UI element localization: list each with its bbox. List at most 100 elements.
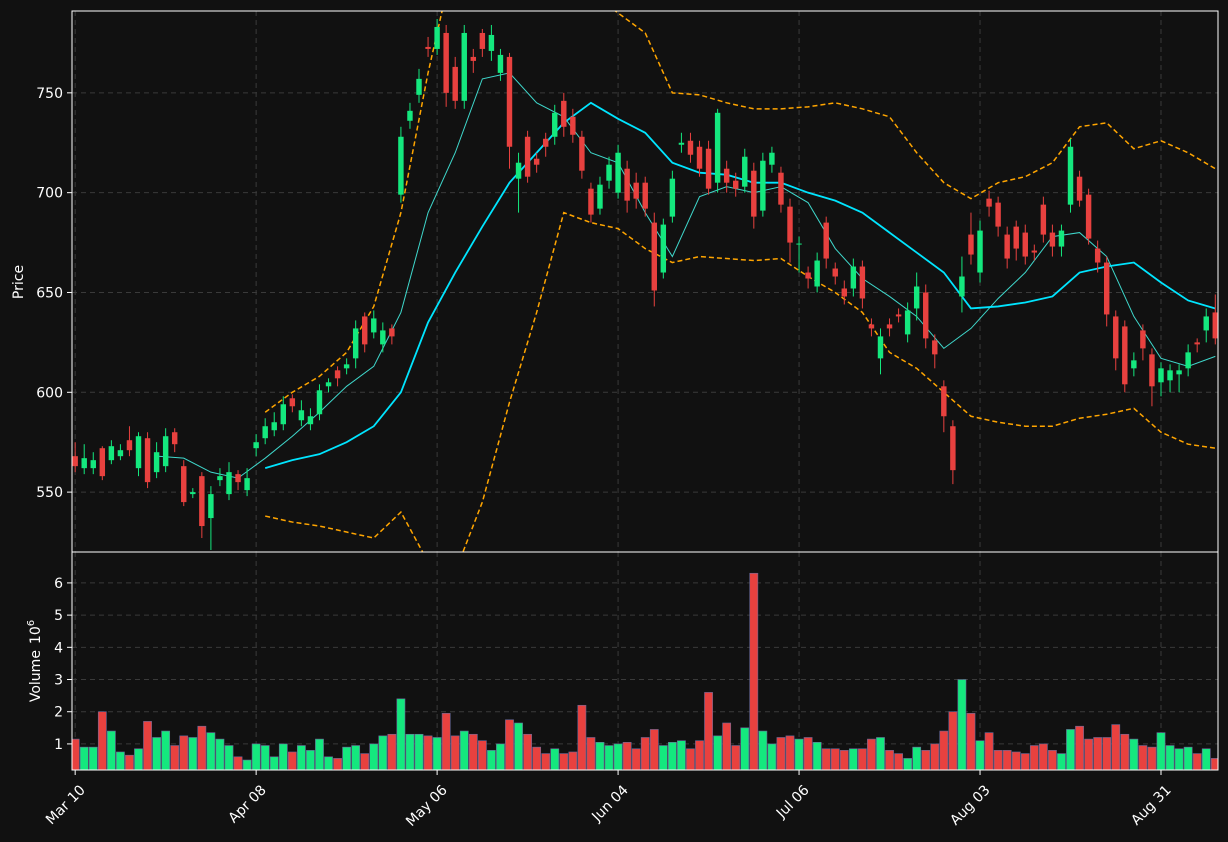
volume-bar (595, 742, 605, 770)
y-tick-label: 600 (36, 385, 63, 401)
volume-bar (1111, 724, 1121, 770)
volume-bar (170, 745, 180, 770)
volume-bar (1057, 753, 1066, 770)
candle-body (1067, 146, 1074, 205)
volume-bar (912, 746, 922, 770)
volume-bar (161, 730, 171, 770)
volume-bar (930, 743, 940, 770)
volume-bar (1138, 745, 1148, 770)
candle-body (352, 328, 359, 359)
candle-body (497, 54, 504, 73)
volume-bar (921, 750, 931, 770)
volume-bar (677, 740, 686, 770)
candle-body (1103, 262, 1110, 315)
candle-body (362, 316, 368, 345)
volume-bar (812, 742, 822, 770)
volume-bar (378, 735, 388, 770)
candle-body (371, 318, 377, 333)
volume-bar (876, 737, 885, 770)
volume-bar (106, 730, 116, 770)
volume-bar (668, 742, 677, 770)
volume-bar (559, 753, 569, 770)
volume-offset-exponent: 6 (26, 620, 37, 626)
volume-bar (152, 737, 161, 770)
candle-body (298, 410, 305, 421)
volume-bar (1084, 738, 1093, 770)
volume-bar (848, 748, 858, 770)
volume-bar (649, 729, 659, 770)
volume-layer (72, 572, 1218, 770)
candle-body (760, 160, 766, 211)
volume-bar (1156, 732, 1166, 770)
volume-bar (993, 750, 1003, 770)
volume-bar (369, 743, 379, 770)
volume-bar (966, 713, 976, 770)
candle-layer (72, 18, 1218, 551)
candle-body (1076, 176, 1083, 201)
volume-bar (306, 750, 315, 770)
volume-bar (197, 725, 207, 770)
volume-bar (224, 745, 234, 770)
volume-bar (215, 738, 225, 770)
volume-bar (613, 743, 623, 770)
volume-bar (269, 756, 279, 770)
volume-bar (658, 745, 668, 770)
volume-bar (134, 748, 143, 770)
volume-bar (188, 737, 198, 770)
candle-body (886, 324, 893, 329)
volume-bar (1192, 753, 1202, 770)
volume-bar (541, 753, 551, 770)
volume-bar (523, 733, 532, 770)
volume-bar (894, 753, 903, 770)
volume-tick-label: 2 (54, 705, 63, 721)
volume-bar (776, 737, 786, 770)
volume-bar (1066, 729, 1075, 770)
candle-body (271, 422, 277, 431)
candle-body (742, 156, 748, 187)
candle-body (1122, 326, 1128, 385)
volume-bar (975, 740, 985, 770)
candle-body (1140, 330, 1146, 349)
candle-body (461, 32, 467, 101)
price-axis-label: Price (11, 265, 27, 299)
volume-offset-base: 10 (28, 626, 44, 644)
volume-bar (143, 721, 152, 770)
candle-body (235, 474, 241, 483)
volume-bar (686, 748, 695, 770)
candle-body (850, 266, 857, 289)
volume-bar (251, 743, 261, 770)
volume-bar (839, 750, 849, 770)
candle-body (1085, 194, 1092, 239)
volume-bar (423, 735, 433, 770)
volume-tick-label: 4 (54, 640, 63, 656)
candle-body (1022, 232, 1028, 257)
volume-bar (1075, 725, 1084, 770)
candle-body (443, 32, 449, 93)
volume-bar (1038, 743, 1048, 770)
volume-bar (414, 733, 424, 770)
candle-body (99, 448, 106, 477)
volume-bar (125, 754, 134, 770)
volume-bar (858, 748, 867, 770)
volume-bar (984, 732, 994, 770)
volume-bar (450, 735, 460, 770)
volume-bar (179, 735, 189, 770)
candle-body (552, 112, 558, 137)
candle-body (941, 386, 947, 417)
candle-body (1194, 342, 1200, 345)
volume-bar (315, 738, 324, 770)
volume-label: Volume (28, 650, 44, 702)
candle-body (135, 436, 142, 469)
candle-body (334, 370, 341, 379)
volume-bar (749, 572, 759, 770)
candle-body (316, 390, 323, 415)
candle-body (1031, 250, 1038, 253)
candle-body (877, 336, 884, 359)
candle-body (171, 432, 178, 445)
volume-bar (206, 732, 216, 770)
volume-bar (785, 735, 795, 770)
candle-body (913, 286, 920, 309)
volume-bar (297, 745, 306, 770)
volume-bar (957, 679, 967, 770)
volume-bar (1165, 745, 1175, 770)
